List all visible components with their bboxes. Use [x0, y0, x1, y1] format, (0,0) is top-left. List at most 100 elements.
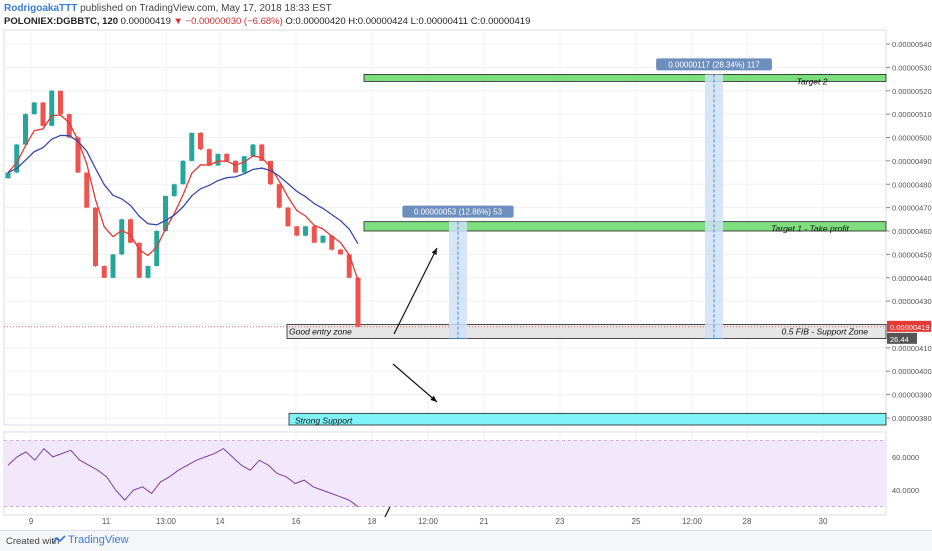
close-value: 0.00000419	[480, 16, 531, 27]
fib-support-label: 0.5 FIB - Support Zone	[782, 326, 869, 336]
target-1-label: Target 1 - Take profit	[771, 224, 849, 234]
created-with-label: Created with	[6, 536, 60, 547]
candle-body	[40, 102, 46, 126]
candle-body	[233, 160, 238, 173]
x-tick-label: 28	[743, 517, 752, 526]
tradingview-brand[interactable]: TradingView	[68, 534, 129, 546]
x-tick-label: 12:00	[418, 517, 439, 526]
close-label: C:	[470, 16, 481, 27]
candle-body	[259, 144, 265, 161]
y-tick-label: 0.00000440	[892, 274, 932, 283]
candle-body	[346, 254, 352, 278]
entry-support-zone	[286, 324, 887, 339]
measure-target-1-label-bg	[402, 205, 514, 218]
candle-body	[84, 172, 90, 208]
y-tick-label: 0.00000410	[892, 344, 932, 353]
open-label: O:	[285, 16, 296, 27]
x-tick-label: 16	[292, 517, 301, 526]
strong-support-label: Strong Support	[295, 415, 353, 425]
y-tick-label: 0.00000400	[892, 367, 932, 376]
candle-body	[311, 226, 317, 243]
candle-body	[276, 184, 282, 208]
x-tick-label: 12:00	[682, 517, 703, 526]
candle-body	[171, 184, 177, 196]
rsi-band	[4, 440, 886, 507]
candle-body	[93, 207, 98, 267]
measure-target-1-box	[449, 221, 467, 339]
candle-body	[250, 144, 256, 157]
price-chart[interactable]: Target 2 Target 1 - Take profit Good entry…	[0, 0, 932, 530]
candle-body	[23, 114, 28, 145]
y-tick-label: 0.00000540	[892, 40, 932, 49]
target-2-label: Target 2	[797, 76, 828, 86]
last-price: 0.00000419	[120, 16, 171, 27]
price-change: ▼ −0.00000030 (−6.68%)	[173, 16, 283, 27]
candle-body	[206, 149, 212, 166]
candle-body	[110, 254, 116, 278]
chart-grid	[3, 29, 887, 516]
rsi-tick-label: 40.0000	[892, 486, 919, 495]
symbol-label: POLONIEX:DGBBTC, 120	[4, 16, 119, 27]
y-tick-label: 0.00000460	[892, 227, 932, 236]
y-tick-label: 0.00000490	[892, 157, 932, 166]
candle-body	[145, 266, 151, 278]
y-tick-label: 0.00000450	[892, 250, 932, 259]
volume-tag	[887, 332, 917, 344]
price-axis[interactable]: 0.00000540 0.00000530 0.00000520 0.00000510…	[886, 40, 932, 423]
arrow-up-to-target-head	[431, 248, 437, 255]
candle-body	[338, 249, 343, 255]
candle-body	[355, 277, 361, 327]
strong-support-zone	[288, 412, 887, 426]
published-text: published on TradingView.com, May 17, 20…	[80, 3, 332, 14]
x-tick-label: 23	[556, 517, 565, 526]
y-tick-label: 0.00000470	[892, 204, 932, 213]
x-tick-label: 9	[29, 517, 34, 526]
last-price-tag-label: 0.00000419	[890, 323, 930, 332]
arrow-down-to-support-head	[430, 395, 437, 402]
target-2-zone	[363, 74, 887, 82]
ema-fast-line	[7, 114, 359, 281]
candle-body	[5, 172, 11, 179]
candle-body	[154, 231, 160, 267]
x-tick-label: 25	[632, 517, 641, 526]
x-tick-label: 13:00	[156, 517, 177, 526]
y-tick-label: 0.00000520	[892, 87, 932, 96]
target-1-zone	[363, 221, 887, 232]
low-label: L:	[410, 16, 419, 27]
y-tick-label: 0.00000500	[892, 134, 932, 143]
candle-body	[241, 156, 247, 173]
candle-body	[215, 153, 221, 166]
volume-tag-label: 26.44	[890, 335, 909, 344]
candle-body	[66, 114, 72, 138]
high-label: H:	[348, 16, 358, 27]
ema-slow-line	[7, 134, 359, 245]
annotation-zones: Target 2 Target 1 - Take profit Good entry…	[286, 74, 887, 426]
candle-body	[320, 235, 326, 243]
chart-header-published: RodrigoakaTTT published on TradingView.c…	[4, 3, 332, 14]
y-tick-label: 0.00000510	[892, 110, 932, 119]
candle-body	[101, 266, 107, 278]
candle-body	[119, 219, 125, 255]
y-tick-label: 0.00000390	[892, 391, 932, 400]
arrow-up-to-target	[393, 247, 438, 335]
measure-target-2-label: 0.00000117 (28.34%) 117	[668, 60, 760, 69]
y-tick-label: 0.00000530	[892, 63, 932, 72]
candle-body	[303, 226, 308, 236]
x-tick-label: 14	[216, 517, 225, 526]
footer-bar: Created with TradingView	[0, 530, 932, 551]
chart-header-ohlc: POLONIEX:DGBBTC, 120 0.00000419 ▼ −0.000…	[4, 16, 530, 27]
author-name[interactable]: RodrigoakaTTT	[4, 3, 78, 14]
measure-target-2-label-bg	[656, 58, 772, 71]
candle-body	[329, 235, 335, 250]
last-price-tag	[887, 320, 931, 332]
rsi-panel: 60.0000 40.0000	[4, 439, 919, 508]
arrow-down-to-support	[392, 363, 438, 403]
candle-body	[285, 207, 291, 227]
candle-body	[268, 160, 273, 185]
rsi-tick-label: 60.0000	[892, 453, 919, 462]
candle-body	[189, 132, 195, 161]
time-axis[interactable]: 9 11 13:00 14 16 18 12:00 21 23 25 12:00 28 30	[29, 517, 828, 526]
measure-target-1-label: 0.00000053 (12.86%) 53	[414, 208, 503, 217]
tradingview-logo-icon	[52, 535, 66, 544]
rsi-line	[7, 447, 359, 508]
